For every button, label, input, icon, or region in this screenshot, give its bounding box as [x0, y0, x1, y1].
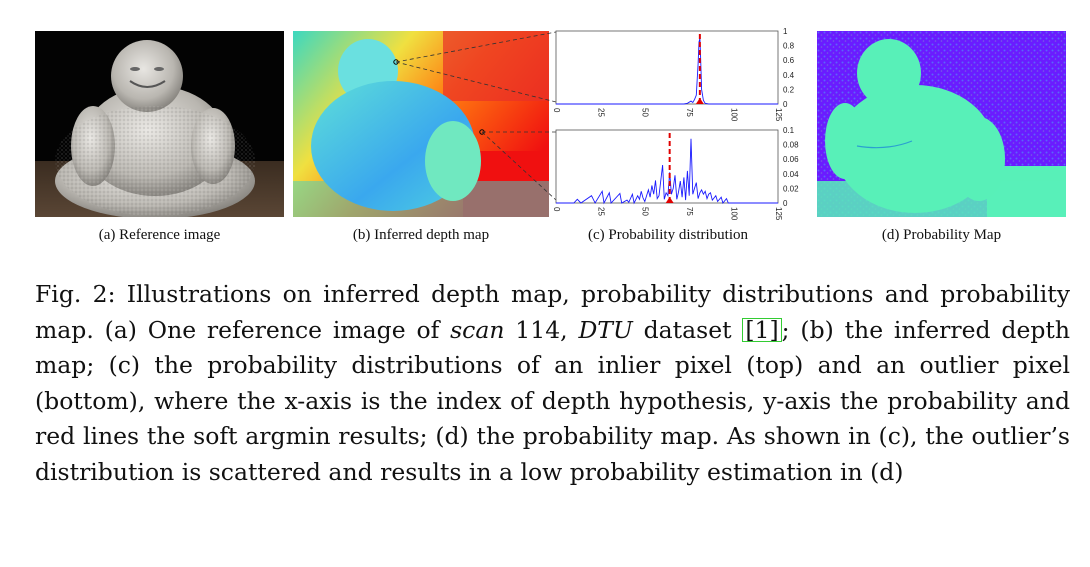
inlier-distribution-ytick: 0.4 — [783, 71, 795, 80]
outlier-distribution-argmin-marker — [665, 197, 674, 203]
inlier-distribution-series-line — [556, 38, 778, 105]
connector-lines — [395, 31, 557, 201]
inlier-distribution-frame — [555, 30, 779, 105]
subcaption-c: (c) Probability distribution — [588, 227, 748, 243]
subcaption-d: (d) Probability Map — [881, 227, 1002, 243]
outlier-distribution-ytick: 0.04 — [783, 170, 799, 179]
depth-map — [293, 31, 549, 217]
inlier-distribution-ytick: 0 — [783, 100, 788, 109]
inlier-distribution-ytick: 0.6 — [783, 56, 795, 65]
depth-map-image — [293, 31, 549, 217]
inlier-distribution-ytick: 0.8 — [783, 42, 795, 51]
subcaption-b: (b) Inferred depth map — [352, 227, 490, 243]
inlier-distribution-ytick: 0.2 — [783, 85, 795, 94]
caption-text-2: 114, — [504, 315, 579, 344]
citation-number: 1 — [754, 315, 770, 344]
probability-map-image — [817, 31, 1066, 217]
caption-text-4: ; (b) the inferred depth map; (c) the pr… — [35, 315, 1071, 486]
citation-link[interactable]: [1] — [742, 315, 782, 344]
scan-word: scan — [450, 315, 505, 344]
inlier-distribution-xtick: 50 — [641, 108, 650, 117]
figure-caption: Fig. 2: Illustrations on inferred depth … — [35, 277, 1070, 491]
outlier-distribution-ytick: 0.1 — [783, 126, 795, 135]
inlier-distribution-ytick: 1 — [783, 27, 788, 36]
outlier-distribution-ytick: 0.06 — [783, 155, 799, 164]
inlier-distribution-xtick: 0 — [552, 108, 561, 113]
inlier-distribution-xtick: 75 — [685, 108, 694, 117]
outlier-distribution-xtick: 50 — [641, 207, 650, 216]
outlier-distribution-xtick: 100 — [729, 207, 738, 221]
outlier-distribution-xtick: 75 — [685, 207, 694, 216]
inlier-distribution-xtick: 25 — [596, 108, 605, 117]
caption-text-1: Illustrations on inferred depth map, pro… — [35, 280, 1070, 344]
outlier-distribution-ytick: 0 — [783, 199, 788, 208]
reference-image — [35, 31, 284, 217]
figure-label: Fig. 2: — [35, 280, 116, 308]
outlier-distribution-ytick: 0.02 — [783, 184, 799, 193]
caption-text-3: dataset — [632, 315, 743, 344]
inlier-distribution-xtick: 125 — [774, 108, 783, 122]
inlier-distribution-argmin-marker — [695, 98, 704, 104]
outlier-distribution-xtick: 125 — [774, 207, 783, 221]
outlier-distribution-ytick: 0.08 — [783, 141, 799, 150]
dtu-word: DTU — [578, 315, 633, 344]
buddha-statue-photo — [35, 31, 284, 217]
outlier-distribution-xtick: 0 — [552, 207, 561, 212]
inlier-distribution-xtick: 100 — [729, 108, 738, 122]
probability-map — [817, 31, 1066, 217]
subcaption-a: (a) Reference image — [98, 227, 221, 243]
outlier-distribution-frame — [555, 129, 779, 204]
outlier-distribution-xtick: 25 — [596, 207, 605, 216]
